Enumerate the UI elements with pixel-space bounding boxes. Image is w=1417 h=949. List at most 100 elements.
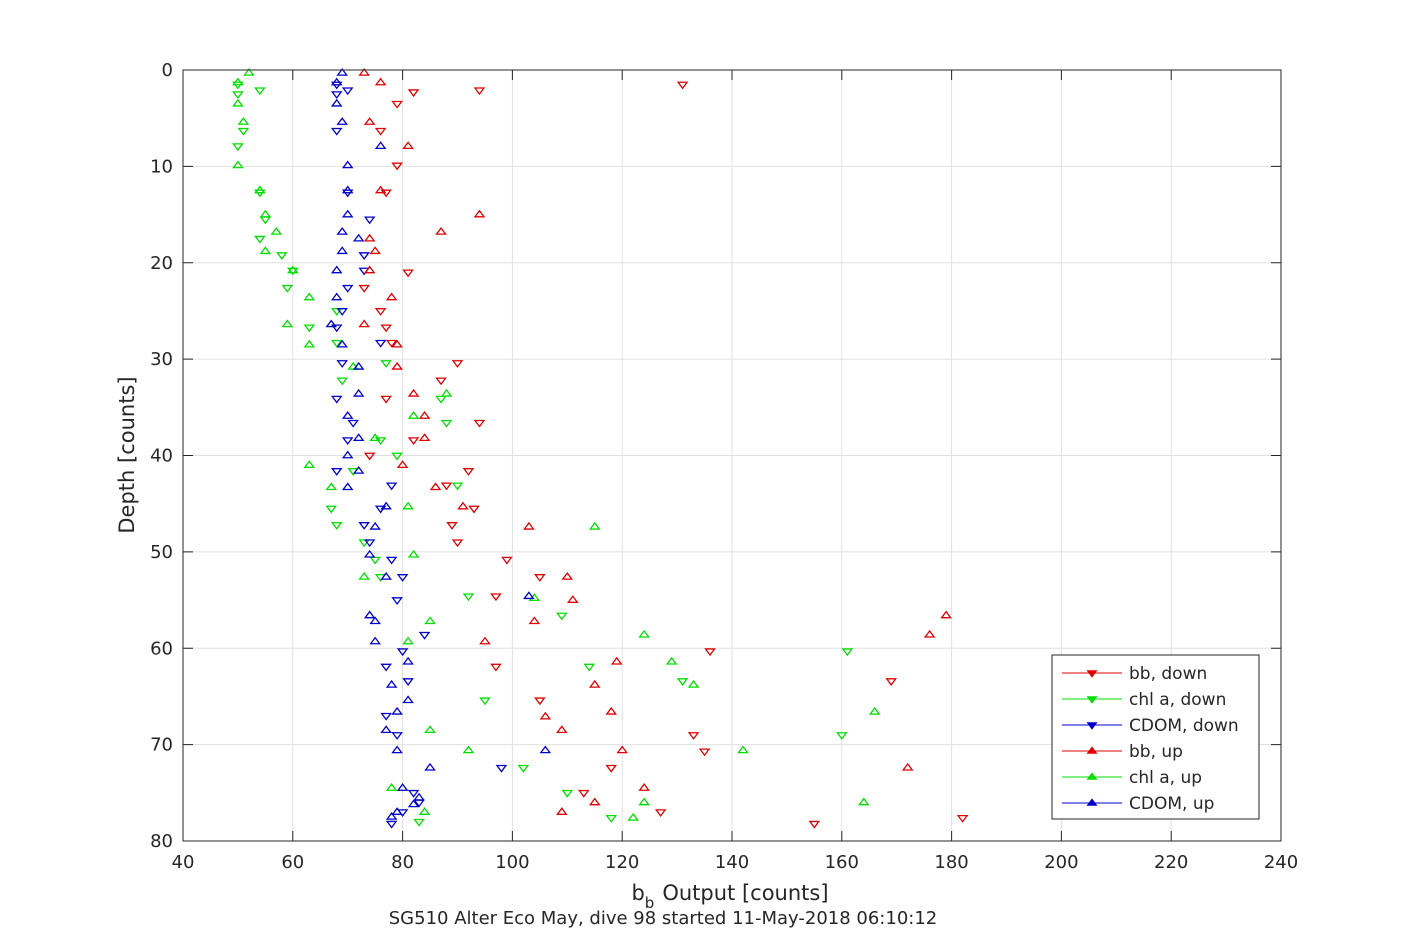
data-point <box>901 762 914 771</box>
data-point <box>341 284 354 293</box>
data-point <box>407 799 420 808</box>
data-point <box>385 556 398 565</box>
data-point <box>528 616 541 625</box>
data-point <box>330 127 343 136</box>
data-point <box>363 265 376 274</box>
data-point <box>468 505 480 514</box>
data-point <box>473 209 486 218</box>
x-tick-label: 140 <box>715 852 749 873</box>
data-point <box>380 324 392 333</box>
data-point <box>330 292 343 301</box>
legend-label: CDOM, up <box>1129 794 1214 814</box>
data-point <box>687 679 700 688</box>
data-point <box>418 807 431 815</box>
y-tick-label: 50 <box>150 542 173 563</box>
data-point <box>374 77 387 86</box>
data-point <box>407 89 420 98</box>
data-point <box>841 648 854 657</box>
data-point <box>402 141 414 150</box>
data-point <box>940 610 952 619</box>
data-point <box>534 697 546 706</box>
data-point <box>363 539 376 548</box>
x-tick-label: 40 <box>172 852 195 873</box>
data-point <box>380 712 392 721</box>
legend-marker <box>1086 722 1098 730</box>
series-2 <box>330 81 508 829</box>
legend-marker <box>1086 696 1098 704</box>
data-point <box>347 361 359 370</box>
x-tick-label: 80 <box>391 852 414 873</box>
data-point <box>462 593 475 602</box>
data-point <box>336 377 349 386</box>
data-point <box>391 597 403 606</box>
y-tick-label: 0 <box>162 60 173 81</box>
data-point <box>374 339 387 348</box>
x-tick-label: 160 <box>825 852 859 873</box>
data-point <box>402 656 414 665</box>
series-0 <box>358 81 969 829</box>
data-point <box>281 284 294 293</box>
x-tick-label: 120 <box>605 852 639 873</box>
data-point <box>638 797 650 806</box>
data-point <box>254 87 266 96</box>
data-point <box>341 87 354 96</box>
data-point <box>380 360 392 368</box>
data-point <box>325 505 338 514</box>
data-point <box>358 522 370 530</box>
data-point <box>556 725 568 734</box>
data-point <box>523 521 535 530</box>
data-point <box>374 127 387 136</box>
labels-layer: Depth [counts] bb Output [counts] SG510 A… <box>115 376 937 929</box>
data-point <box>303 292 316 301</box>
data-point <box>885 678 898 686</box>
data-point <box>556 612 568 621</box>
data-point <box>341 450 354 459</box>
data-point <box>254 235 266 244</box>
x-axis-label: bb Output [counts] <box>631 881 828 912</box>
data-point <box>451 360 464 368</box>
data-point <box>391 100 403 109</box>
data-point <box>259 246 272 255</box>
legend-marker <box>1086 670 1098 678</box>
data-point <box>385 811 398 820</box>
data-point <box>341 209 354 218</box>
data-point <box>424 725 436 734</box>
data-point <box>330 468 343 476</box>
data-point <box>369 246 381 255</box>
data-point <box>347 419 359 428</box>
data-point <box>440 388 453 397</box>
data-point <box>473 87 486 96</box>
data-point <box>363 610 376 619</box>
data-point <box>429 482 442 491</box>
data-point <box>424 762 436 771</box>
data-point <box>352 388 365 397</box>
data-point <box>665 656 678 665</box>
data-point <box>385 820 398 829</box>
data-point <box>418 411 431 419</box>
data-point <box>501 556 513 565</box>
data-point <box>281 319 294 328</box>
data-point <box>341 185 354 194</box>
data-point <box>490 663 502 672</box>
data-point <box>380 663 392 672</box>
data-point <box>330 395 343 404</box>
y-tick-label: 20 <box>150 253 173 274</box>
data-point <box>676 678 689 686</box>
data-point <box>396 574 409 582</box>
data-point <box>556 807 568 815</box>
data-point <box>330 339 343 348</box>
data-point <box>446 522 458 530</box>
data-point <box>385 679 398 688</box>
data-point <box>687 732 700 740</box>
data-point <box>638 629 650 638</box>
data-point <box>566 595 579 603</box>
x-tick-label: 200 <box>1044 852 1078 873</box>
data-point <box>588 521 601 530</box>
data-point <box>836 732 848 740</box>
data-point <box>254 185 266 194</box>
data-point <box>605 706 618 715</box>
data-point <box>654 809 667 818</box>
data-point <box>539 711 552 720</box>
